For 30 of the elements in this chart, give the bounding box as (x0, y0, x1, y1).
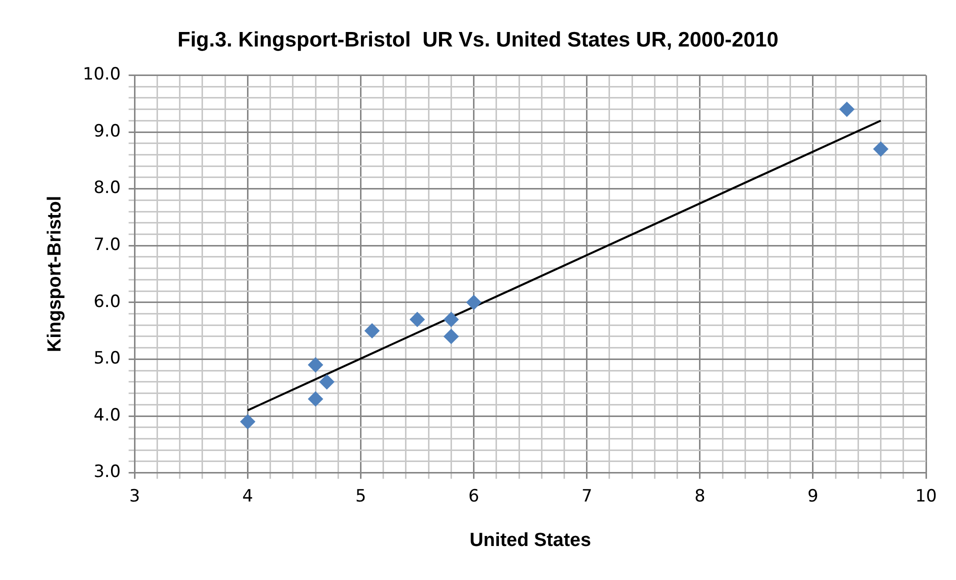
chart-title: Fig.3. Kingsport-Bristol UR Vs. United States UR, 2000-2010 (178, 28, 778, 52)
y-axis-title: Kingsport-Bristol (44, 196, 66, 352)
y-tick-label: 10.0 (82, 64, 121, 85)
point (308, 357, 324, 372)
y-tick-label: 8.0 (94, 178, 121, 198)
y-tick-label: 4.0 (94, 405, 121, 426)
point (839, 102, 854, 117)
point (466, 294, 482, 310)
y-tick-label: 9.0 (94, 121, 121, 142)
point (308, 391, 324, 406)
x-tick-label: 9 (808, 486, 818, 506)
x-tick-label: 8 (694, 486, 706, 506)
point (444, 312, 459, 327)
y-tick-label: 7.0 (94, 235, 121, 256)
x-tick-label: 4 (242, 486, 254, 506)
y-tick-label: 6.0 (94, 292, 121, 312)
point (873, 142, 888, 157)
x-tick-label: 3 (129, 486, 140, 506)
point (240, 414, 256, 430)
x-tick-label: 10 (915, 486, 937, 506)
x-axis-title: United States (470, 530, 592, 551)
point (444, 328, 459, 344)
point (319, 374, 334, 390)
x-tick-label: 5 (355, 486, 366, 506)
x-tick-label: 6 (468, 486, 480, 506)
y-tick-label: 3.0 (94, 462, 121, 482)
y-tick-label: 5.0 (94, 348, 121, 369)
point (410, 312, 425, 327)
x-tick-label: 7 (581, 486, 592, 506)
point (364, 323, 380, 338)
